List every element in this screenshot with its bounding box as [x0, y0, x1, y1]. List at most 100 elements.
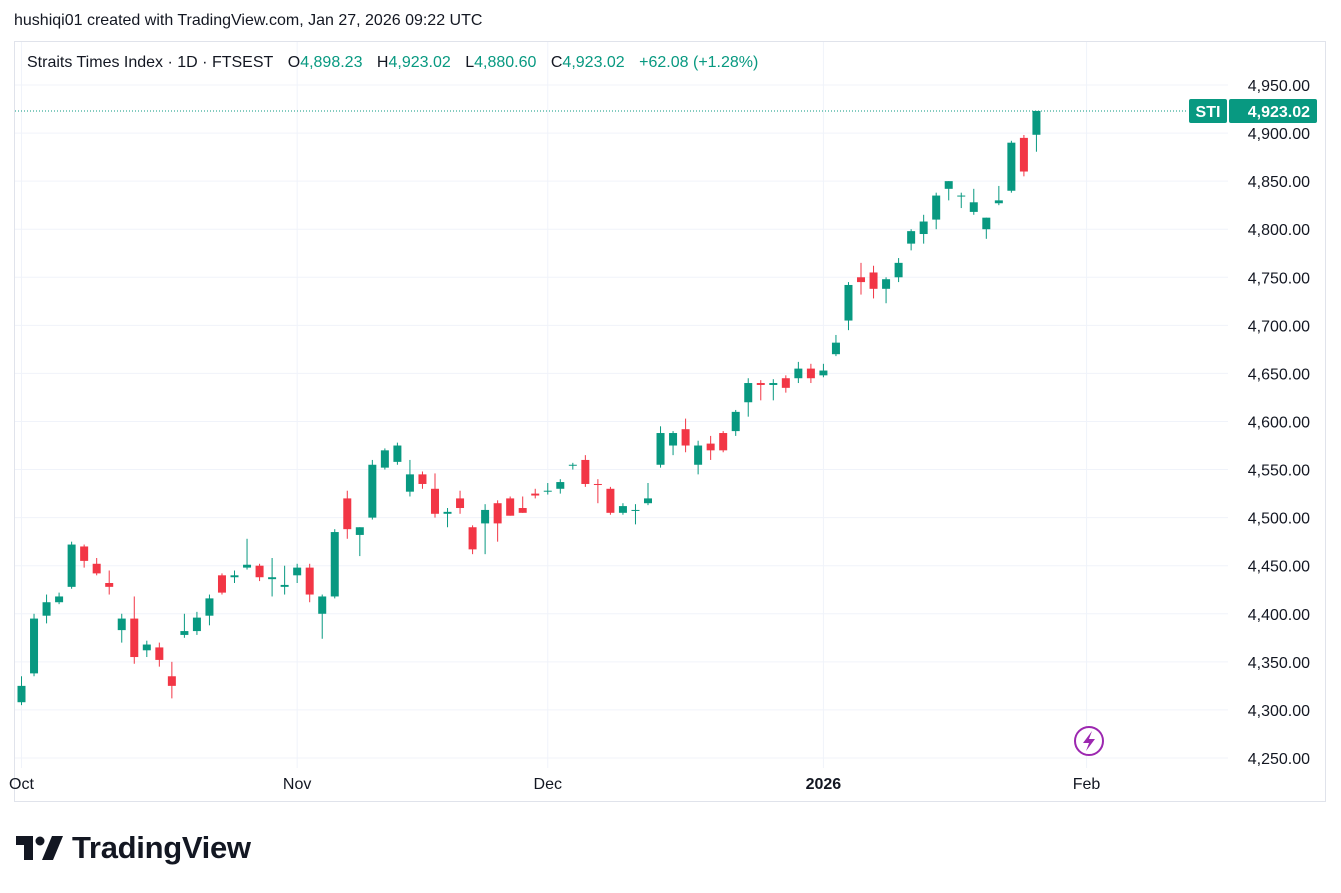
- candle: [155, 642, 164, 667]
- chart-frame[interactable]: [14, 41, 1326, 802]
- candle: [393, 442, 402, 465]
- candle-body: [844, 284, 853, 321]
- candle: [67, 541, 76, 589]
- candle-body: [932, 195, 941, 220]
- legend-symbol: Straits Times Index · 1D · FTSEST: [27, 54, 274, 71]
- candle: [618, 503, 627, 515]
- candle: [681, 418, 690, 453]
- candle-body: [869, 272, 878, 289]
- y-tick-label: 4,650.00: [1248, 366, 1310, 383]
- candle-body: [781, 378, 790, 388]
- candle: [969, 188, 978, 215]
- candle-body: [694, 445, 703, 465]
- candle-layer: [17, 110, 1041, 706]
- candle: [443, 508, 452, 528]
- candle-body: [656, 433, 665, 465]
- legend-high: 4,923.02: [388, 54, 451, 71]
- candle: [819, 363, 828, 378]
- candle: [456, 490, 465, 514]
- candle: [506, 496, 515, 516]
- candle-body: [606, 488, 615, 513]
- y-tick-label: 4,300.00: [1248, 703, 1310, 720]
- candle-body: [1032, 110, 1041, 135]
- tradingview-logo-icon: [16, 836, 63, 860]
- candle: [318, 594, 327, 639]
- candle: [907, 229, 916, 251]
- y-tick-label: 4,800.00: [1248, 222, 1310, 239]
- candle-body: [67, 544, 76, 587]
- candle: [268, 558, 277, 597]
- candle-body: [1019, 137, 1028, 172]
- candle-body: [882, 279, 891, 289]
- candle: [781, 375, 790, 393]
- candle: [756, 380, 765, 401]
- candle-body: [230, 575, 239, 578]
- candle: [719, 431, 728, 453]
- candle-body: [506, 498, 515, 516]
- candle: [180, 613, 189, 638]
- candle: [606, 486, 615, 515]
- candle: [117, 613, 126, 643]
- candle: [932, 192, 941, 230]
- candle: [706, 435, 715, 460]
- candle: [581, 455, 590, 487]
- candle: [556, 479, 565, 494]
- legend-open-label: O: [287, 54, 301, 71]
- candle-body: [857, 277, 866, 283]
- candle: [593, 479, 602, 504]
- candle: [243, 538, 252, 570]
- candle-body: [756, 383, 765, 385]
- candle: [55, 592, 64, 605]
- candle-body: [217, 575, 226, 593]
- candle-body: [418, 474, 427, 484]
- lightning-icon[interactable]: [1074, 726, 1104, 756]
- candle: [894, 258, 903, 283]
- y-tick-label: 4,550.00: [1248, 463, 1310, 480]
- y-tick-label: 4,450.00: [1248, 559, 1310, 576]
- candle-body: [518, 508, 527, 513]
- candle: [957, 192, 966, 209]
- candle-body: [706, 443, 715, 451]
- candle-body: [681, 429, 690, 446]
- lightning-icon-bolt: [1083, 731, 1095, 751]
- x-tick-label: Oct: [9, 776, 34, 793]
- candle: [806, 363, 815, 384]
- candle: [919, 214, 928, 244]
- candle-body: [180, 631, 189, 635]
- candle: [42, 594, 51, 624]
- candle-body: [142, 644, 151, 651]
- candle-body: [556, 482, 565, 489]
- y-tick-label: 4,900.00: [1248, 126, 1310, 143]
- candle-body: [744, 383, 753, 403]
- y-tick-label: 4,600.00: [1248, 414, 1310, 431]
- candle: [769, 379, 778, 401]
- candle: [205, 594, 214, 626]
- candle-body: [105, 583, 114, 587]
- y-tick-label: 4,350.00: [1248, 655, 1310, 672]
- candle: [844, 282, 853, 331]
- candle-body: [330, 532, 339, 597]
- candle-body: [669, 433, 678, 446]
- candle-body: [731, 411, 740, 432]
- candle-body: [405, 474, 414, 492]
- x-tick-label: 2026: [806, 776, 842, 793]
- candle: [167, 661, 176, 699]
- candle: [105, 570, 114, 595]
- candle: [405, 459, 414, 497]
- candle: [142, 640, 151, 658]
- candle: [130, 596, 139, 664]
- candle-body: [30, 618, 39, 674]
- candle-body: [355, 527, 364, 535]
- candle: [994, 185, 1003, 206]
- candle: [368, 459, 377, 520]
- candle-body: [831, 342, 840, 355]
- candle-body: [55, 596, 64, 603]
- candle-body: [280, 584, 289, 587]
- candle-body: [806, 368, 815, 379]
- candle-body: [130, 618, 139, 658]
- candle: [531, 488, 540, 499]
- price-tag-symbol: STI: [1196, 104, 1221, 121]
- tradingview-brand: TradingView: [16, 830, 251, 866]
- candle-body: [255, 565, 264, 578]
